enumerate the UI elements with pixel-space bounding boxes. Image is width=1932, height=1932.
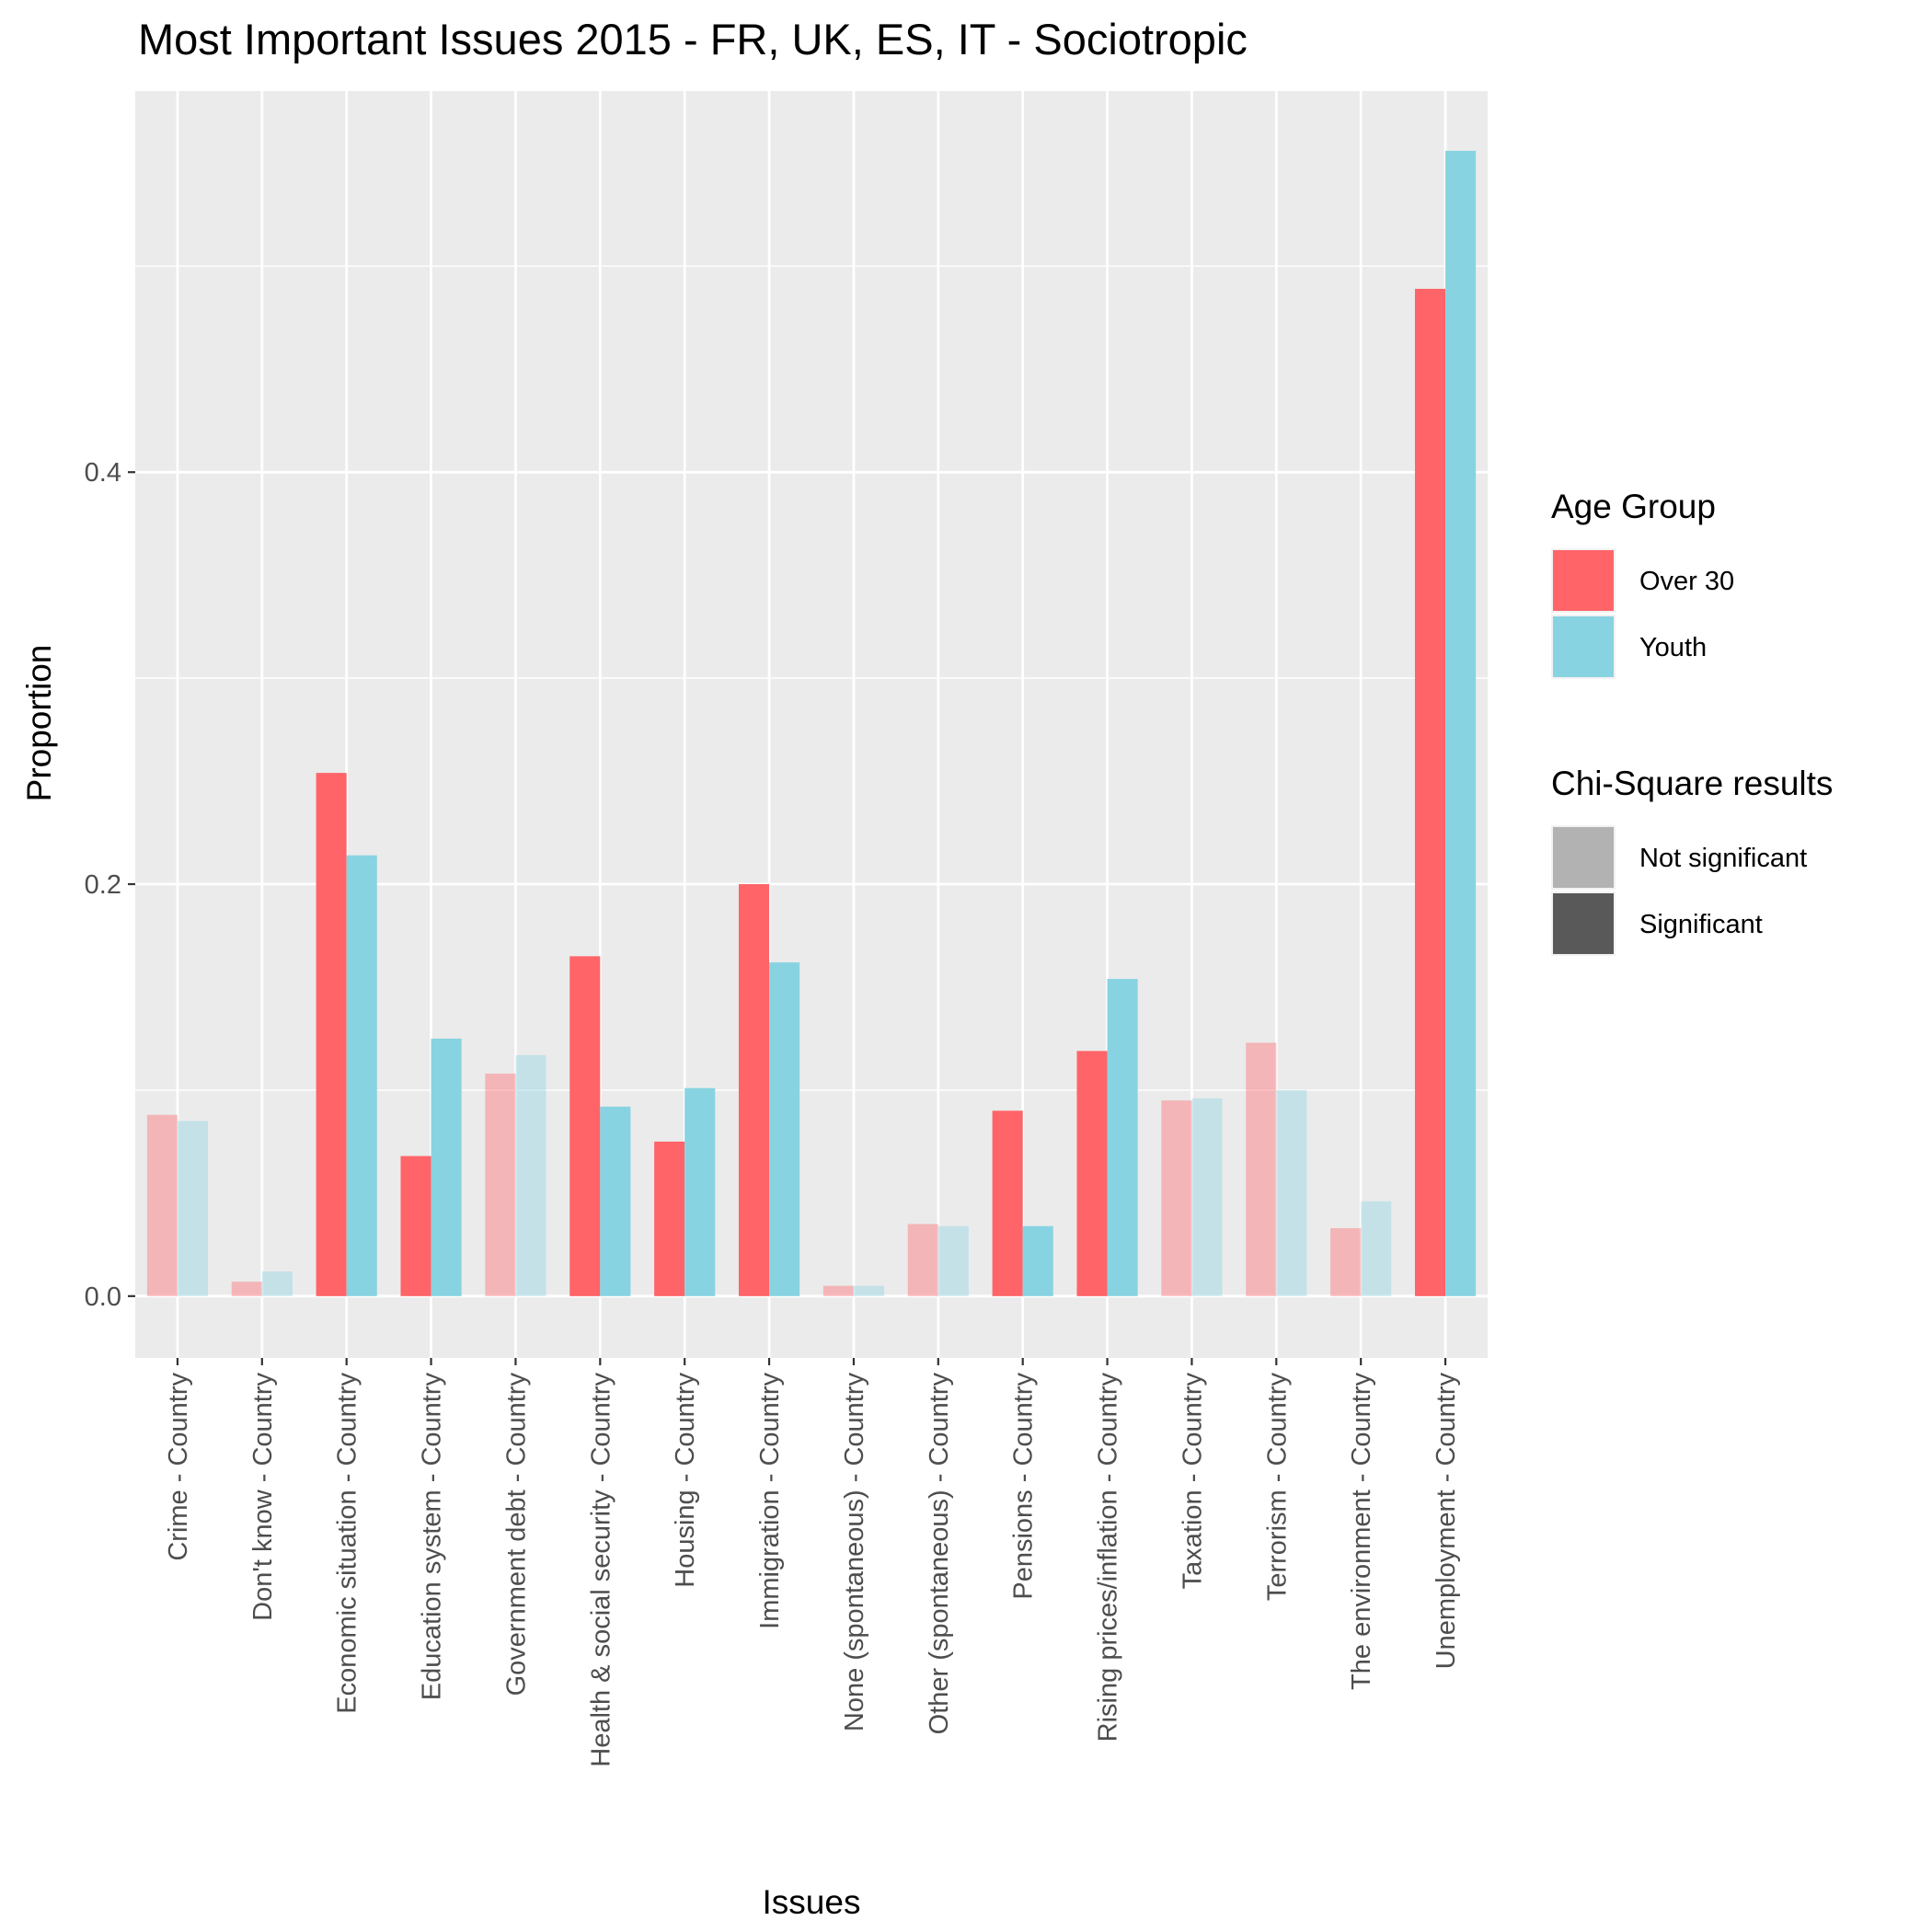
bar-over-30 — [654, 1141, 685, 1296]
x-tick-label: Don't know - Country — [248, 1373, 278, 1621]
legend-label: Significant — [1639, 910, 1763, 939]
bar-youth — [684, 1087, 716, 1296]
bar-over-30 — [1330, 1227, 1362, 1296]
bar-over-30 — [1414, 288, 1446, 1296]
bar-youth — [346, 855, 377, 1296]
x-tick-label: Pensions - Country — [1009, 1373, 1039, 1600]
chart-title: Most Important Issues 2015 - FR, UK, ES,… — [138, 15, 1248, 63]
bar-over-30 — [907, 1224, 938, 1296]
legend-label: Not significant — [1639, 844, 1807, 873]
x-tick-label: Terrorism - Country — [1262, 1373, 1292, 1602]
x-tick-label: Education system - Country — [418, 1373, 447, 1701]
legend-key-swatch — [1553, 893, 1614, 954]
bar-over-30 — [738, 884, 770, 1296]
legend-title: Chi-Square results — [1551, 765, 1833, 802]
bar-over-30 — [400, 1156, 431, 1296]
x-tick-label: Immigration - Country — [755, 1373, 785, 1629]
bar-over-30 — [485, 1074, 516, 1296]
x-tick-label: None (spontaneous) - Country — [840, 1373, 869, 1732]
bar-youth — [1361, 1201, 1392, 1296]
x-axis: Crime - Country Don't know - Country Econo… — [164, 1358, 1461, 1767]
legend-key-swatch — [1553, 827, 1614, 888]
y-axis-title: Proportion — [20, 645, 58, 802]
bar-youth — [1445, 150, 1477, 1296]
bar-youth — [853, 1285, 885, 1296]
x-tick-label: Government debt - Country — [501, 1373, 531, 1696]
bar-over-30 — [231, 1282, 262, 1296]
bar-youth — [1107, 979, 1138, 1296]
bars-layer — [146, 150, 1477, 1296]
legend-key-swatch — [1553, 550, 1614, 611]
y-tick-label: 0.0 — [85, 1282, 121, 1312]
legend-label: Over 30 — [1639, 567, 1734, 596]
x-tick-label: Crime - Country — [164, 1373, 193, 1561]
bar-youth — [1022, 1225, 1053, 1296]
bar-over-30 — [1161, 1100, 1192, 1296]
bar-over-30 — [992, 1110, 1023, 1296]
bar-over-30 — [822, 1285, 854, 1296]
bar-youth — [515, 1054, 546, 1296]
bar-over-30 — [569, 956, 601, 1296]
x-tick-label: Taxation - Country — [1178, 1373, 1207, 1590]
bar-youth — [1191, 1098, 1223, 1296]
y-tick-label: 0.2 — [85, 870, 121, 900]
bar-youth — [177, 1121, 209, 1296]
legend-label: Youth — [1639, 633, 1707, 662]
x-tick-label: Health & social security - Country — [586, 1373, 615, 1767]
x-tick-label: Economic situation - Country — [333, 1373, 362, 1714]
legend: Age Group Over 30 Youth Chi-Square results N… — [1551, 488, 1833, 956]
bar-youth — [769, 962, 800, 1296]
bar-youth — [261, 1271, 293, 1296]
bar-over-30 — [316, 773, 347, 1296]
bar-youth — [937, 1225, 969, 1296]
y-tick-label: 0.4 — [85, 458, 121, 488]
y-axis: 0.0 0.2 0.4 — [85, 458, 135, 1312]
x-tick-label: Rising prices/inflation - Country — [1094, 1373, 1123, 1742]
bar-youth — [431, 1038, 462, 1296]
x-tick-label: Other (spontaneous) - Country — [925, 1373, 954, 1735]
bar-over-30 — [146, 1114, 178, 1296]
x-tick-label: Housing - Country — [671, 1373, 700, 1588]
bar-over-30 — [1076, 1051, 1108, 1296]
legend-title: Age Group — [1551, 488, 1716, 525]
bar-over-30 — [1246, 1042, 1277, 1296]
legend-key-swatch — [1553, 616, 1614, 677]
bar-youth — [600, 1106, 631, 1296]
x-axis-title: Issues — [763, 1883, 861, 1921]
bar-youth — [1276, 1089, 1307, 1296]
x-tick-label: Unemployment - Country — [1432, 1373, 1461, 1670]
x-tick-label: The environment - Country — [1347, 1373, 1376, 1690]
